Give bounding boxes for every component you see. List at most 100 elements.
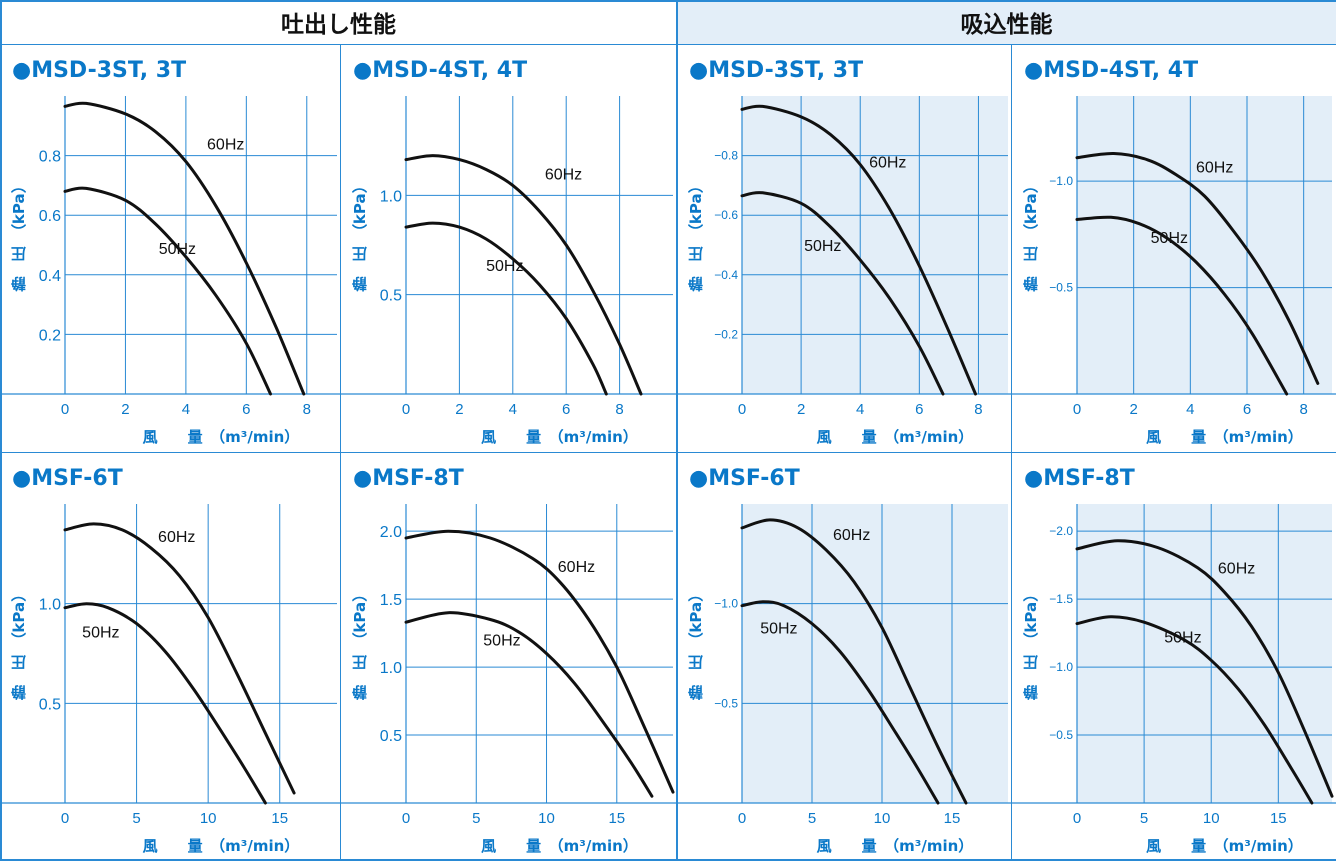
chart-panel: 0.2 0.4 0.6 0.8 0 2 4 6 8 風 量 （m³/min） 静 圧 （kPa） 60… (0, 44, 341, 452)
x-tick-label: 2 (797, 401, 805, 418)
x-tick-label: 15 (608, 810, 625, 827)
y-tick-label: −0.4 (714, 268, 738, 282)
chart-svg: 0.5 1.0 0 2 4 6 8 風 量 （m³/min） 静 圧 （kPa） 60Hz 50Hz (341, 96, 677, 446)
series-line-50hz (1075, 215, 1289, 396)
x-tick-label: 15 (1270, 810, 1287, 827)
x-axis-label: 風 量 （m³/min） (1146, 428, 1303, 446)
series-line-50hz (740, 191, 945, 396)
y-tick-label: 1.0 (380, 188, 402, 205)
series-line-50hz (404, 221, 608, 396)
x-tick-label: 10 (874, 810, 891, 827)
series-label: 50Hz (483, 632, 520, 649)
series-line-60hz (740, 104, 977, 396)
chart-panel: 0.5 1.0 1.5 2.0 0 5 10 15 風 量 （m³/min） 静 圧 （kPa） 6… (341, 452, 677, 861)
x-axis-label: 風 量 （m³/min） (143, 428, 300, 446)
x-tick-label: 8 (974, 401, 982, 418)
x-tick-label: 5 (808, 810, 816, 827)
y-axis-label: 静 圧 （kPa） (1022, 178, 1040, 292)
y-tick-label: −2.0 (1049, 524, 1073, 538)
chart-title: ●MSF-6T (12, 465, 123, 491)
series-label: 60Hz (869, 155, 906, 172)
y-axis-label: 静 圧 （kPa） (351, 587, 369, 701)
chart-title: ●MSD-3ST, 3T (689, 57, 864, 83)
x-tick-label: 6 (1243, 401, 1251, 418)
chart-title: ●MSD-4ST, 4T (1024, 57, 1199, 83)
x-tick-label: 6 (915, 401, 923, 418)
series-label: 60Hz (558, 559, 595, 576)
chart-svg: −0.5 −1.0 −1.5 −2.0 0 5 10 15 風 量 （m³/min） 静 圧 （k… (1012, 504, 1336, 855)
discharge-section-header: 吐出し性能 (0, 0, 677, 44)
suction-section-header: 吸込性能 (677, 0, 1336, 44)
x-axis-label: 風 量 （m³/min） (817, 428, 974, 446)
x-tick-label: 2 (1129, 401, 1137, 418)
chart-title: ●MSF-6T (689, 465, 800, 491)
y-tick-label: −1.5 (1049, 592, 1073, 606)
chart-panel: −0.5 −1.0 0 2 4 6 8 風 量 （m³/min） 静 圧 （kPa） 60Hz 50… (1012, 44, 1336, 452)
x-axis-label: 風 量 （m³/min） (481, 837, 638, 855)
y-tick-label: 1.0 (380, 660, 402, 677)
y-axis-label: 静 圧 （kPa） (687, 587, 705, 701)
x-tick-label: 5 (132, 810, 140, 827)
x-tick-label: 8 (615, 401, 623, 418)
series-label: 50Hz (804, 238, 841, 255)
x-tick-label: 0 (61, 810, 69, 827)
x-tick-label: 5 (472, 810, 480, 827)
chart-svg: 0.5 1.0 0 5 10 15 風 量 （m³/min） 静 圧 （kPa） 60Hz 50H… (0, 504, 341, 855)
x-tick-label: 4 (1186, 401, 1194, 418)
series-label: 60Hz (207, 137, 244, 154)
x-tick-label: 6 (242, 401, 250, 418)
y-tick-label: 0.6 (39, 208, 61, 225)
x-tick-label: 4 (856, 401, 864, 418)
frame-left (0, 0, 2, 861)
y-tick-label: 0.4 (39, 268, 61, 285)
series-line-50hz (740, 600, 940, 805)
y-tick-label: −0.5 (714, 696, 738, 710)
x-tick-label: 8 (1299, 401, 1307, 418)
y-tick-label: 0.8 (39, 149, 61, 166)
y-tick-label: −0.5 (1049, 281, 1073, 295)
series-label: 60Hz (545, 166, 582, 183)
chart-title: ●MSD-3ST, 3T (12, 57, 187, 83)
chart-panel: 0.5 1.0 0 5 10 15 風 量 （m³/min） 静 圧 （kPa） 60Hz 50H… (0, 452, 341, 861)
series-line-50hz (404, 611, 654, 798)
chart-svg: 0.2 0.4 0.6 0.8 0 2 4 6 8風 量 （m³/min） 静 圧 （kPa） 60… (0, 96, 341, 446)
chart-svg: −0.5 −1.0 0 2 4 6 8 風 量 （m³/min） 静 圧 （kPa） 60Hz 50… (1012, 96, 1336, 446)
y-tick-label: −0.5 (1049, 728, 1073, 742)
series-line-50hz (63, 602, 267, 805)
x-tick-label: 10 (200, 810, 217, 827)
series-line-60hz (404, 154, 643, 396)
series-line-60hz (404, 529, 675, 794)
column-divider (1011, 44, 1012, 861)
chart-title: ●MSF-8T (353, 465, 464, 491)
y-axis-label: 静 圧 （kPa） (10, 178, 28, 292)
x-tick-label: 10 (1203, 810, 1220, 827)
chart-title: ●MSF-8T (1024, 465, 1135, 491)
series-line-60hz (740, 518, 968, 805)
x-tick-label: 5 (1140, 810, 1148, 827)
x-tick-label: 15 (944, 810, 961, 827)
chart-panel: −0.2 −0.4 −0.6 −0.8 0 2 4 6 8 風 量 （m³/min） 静 圧 （kP… (677, 44, 1012, 452)
y-tick-label: 2.0 (380, 524, 402, 541)
x-axis-label: 風 量 （m³/min） (817, 837, 974, 855)
chart-panel: 0.5 1.0 0 2 4 6 8 風 量 （m³/min） 静 圧 （kPa） 60Hz 50Hz… (341, 44, 677, 452)
x-axis-label: 風 量 （m³/min） (143, 837, 300, 855)
chart-svg: −0.5 −1.0 0 5 10 15 風 量 （m³/min） 静 圧 （kPa） 60Hz 5… (677, 504, 1012, 855)
y-tick-label: −1.0 (1049, 660, 1073, 674)
chart-panel: −0.5 −1.0 0 5 10 15 風 量 （m³/min） 静 圧 （kPa） 60Hz 5… (677, 452, 1012, 861)
x-tick-label: 4 (182, 401, 190, 418)
y-axis-label: 静 圧 （kPa） (687, 178, 705, 292)
series-line-50hz (1075, 615, 1314, 805)
chart-svg: 0.5 1.0 1.5 2.0 0 5 10 15 風 量 （m³/min） 静 圧 （kPa） 6… (341, 504, 677, 855)
plot-background (1077, 96, 1332, 394)
y-tick-label: 1.5 (380, 592, 402, 609)
x-tick-label: 6 (562, 401, 570, 418)
frame-bottom (0, 859, 1336, 861)
x-tick-label: 0 (738, 810, 746, 827)
series-label: 60Hz (1218, 560, 1255, 577)
plot-background (742, 96, 1008, 394)
series-label: 60Hz (833, 527, 870, 544)
x-tick-label: 0 (402, 401, 410, 418)
x-tick-label: 10 (538, 810, 555, 827)
x-axis-label: 風 量 （m³/min） (481, 428, 638, 446)
